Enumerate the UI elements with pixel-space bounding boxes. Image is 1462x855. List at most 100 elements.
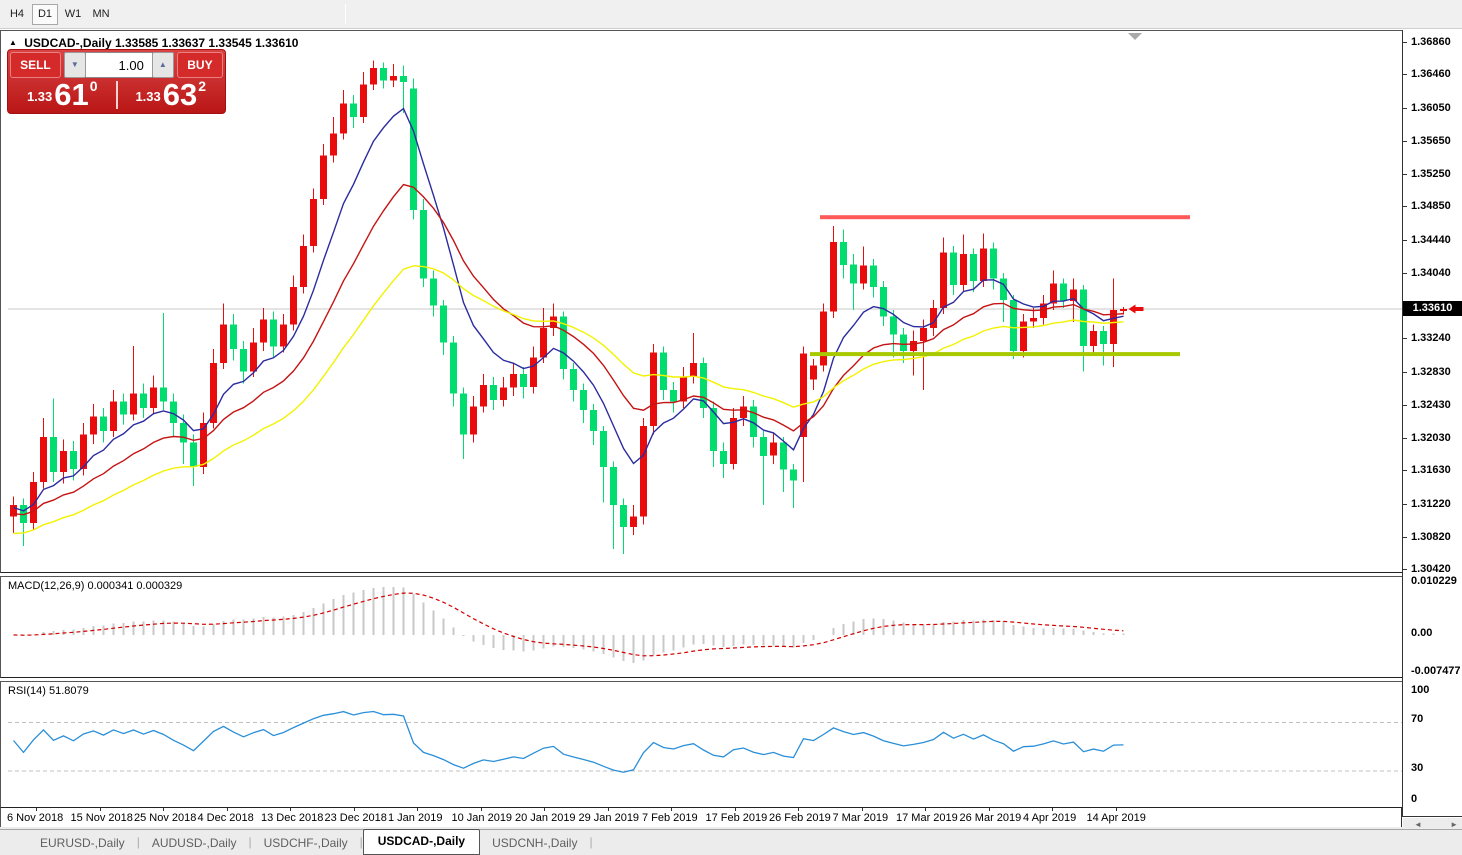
date-label: 23 Dec 2018 bbox=[324, 812, 387, 824]
macd-axis-label: -0.007477 bbox=[1411, 665, 1461, 677]
price-axis-tick bbox=[1403, 140, 1407, 142]
macd-panel[interactable]: MACD(12,26,9) 0.000341 0.000329 bbox=[0, 576, 1402, 678]
date-tick bbox=[607, 808, 609, 811]
symbol-tab-eurusddaily[interactable]: EURUSD-,Daily bbox=[40, 836, 125, 850]
main-chart-panel[interactable]: ▲ USDCAD-,Daily 1.33585 1.33637 1.33545 … bbox=[0, 30, 1403, 573]
sell-price-prefix: 1.33 bbox=[26, 89, 53, 104]
date-tick bbox=[734, 808, 736, 811]
price-axis-label: 1.30820 bbox=[1411, 530, 1451, 543]
rsi-axis-label: 30 bbox=[1411, 762, 1424, 774]
symbol-tab-audusddaily[interactable]: AUDUSD-,Daily bbox=[151, 836, 237, 850]
volume-decrease-button[interactable]: ▼ bbox=[63, 52, 86, 78]
rsi-axis-label: 0 bbox=[1411, 793, 1418, 805]
date-label: 6 Nov 2018 bbox=[7, 812, 64, 824]
rsi-label: RSI(14) 51.8079 bbox=[8, 685, 89, 697]
price-axis-label: 1.35650 bbox=[1411, 134, 1451, 147]
rsi-panel[interactable]: RSI(14) 51.8079 bbox=[0, 681, 1403, 808]
date-tick bbox=[861, 808, 863, 811]
timeframe-button-H4[interactable]: H4 bbox=[4, 4, 30, 25]
symbol-tab-usdchfdaily[interactable]: USDCHF-,Daily bbox=[263, 836, 348, 850]
date-label: 26 Feb 2019 bbox=[769, 812, 831, 824]
date-tick bbox=[290, 808, 291, 811]
date-label: 4 Dec 2018 bbox=[197, 812, 254, 824]
date-tick bbox=[163, 808, 164, 811]
collapse-arrow-icon[interactable]: ▲ bbox=[9, 38, 17, 47]
date-tick bbox=[353, 808, 355, 811]
tab-separator: | bbox=[589, 835, 593, 849]
chart-title: ▲ USDCAD-,Daily 1.33585 1.33637 1.33545 … bbox=[9, 36, 298, 50]
price-axis-tick bbox=[1403, 470, 1407, 472]
date-label: 14 Apr 2019 bbox=[1086, 812, 1146, 824]
timeframe-button-MN[interactable]: MN bbox=[88, 4, 114, 25]
price-divider bbox=[115, 81, 118, 109]
date-tick bbox=[1052, 808, 1053, 811]
volume-input[interactable] bbox=[85, 52, 152, 78]
buy-button[interactable]: BUY bbox=[176, 52, 223, 78]
date-tick bbox=[988, 808, 990, 811]
tab-separator: | bbox=[248, 835, 252, 849]
price-axis-label: 1.36460 bbox=[1411, 68, 1451, 81]
date-label: 7 Mar 2019 bbox=[832, 812, 889, 824]
timeframe-button-D1[interactable]: D1 bbox=[32, 4, 58, 25]
price-axis-label: 1.34040 bbox=[1411, 266, 1451, 279]
date-label: 26 Mar 2019 bbox=[959, 812, 1022, 824]
price-axis-tick bbox=[1403, 338, 1407, 340]
date-tick bbox=[36, 808, 37, 811]
current-price-label: 1.33610 bbox=[1403, 301, 1462, 316]
buy-price-display[interactable]: 1.33 63 2 bbox=[119, 78, 224, 111]
date-tick bbox=[99, 808, 101, 811]
date-tick bbox=[480, 808, 482, 811]
one-click-trade-panel: SELL ▼ ▲ BUY 1.33 61 0 1.33 63 2 bbox=[7, 49, 226, 114]
date-label: 17 Feb 2019 bbox=[705, 812, 768, 824]
price-axis-tick bbox=[1403, 108, 1407, 109]
rsi-axis-label: 100 bbox=[1411, 684, 1430, 696]
date-axis[interactable]: 6 Nov 2018 15 Nov 2018 25 Nov 2018 4 Dec 20… bbox=[0, 808, 1402, 827]
toolbar-separator bbox=[345, 4, 346, 24]
buy-price-sup: 2 bbox=[198, 78, 207, 94]
date-label: 13 Dec 2018 bbox=[261, 812, 324, 824]
chart-canvas[interactable] bbox=[8, 32, 1403, 573]
scroll-right-icon[interactable]: ► bbox=[1450, 820, 1458, 829]
date-label: 1 Jan 2019 bbox=[388, 812, 443, 824]
tab-separator: | bbox=[359, 835, 363, 849]
symbol-tab-bar: EURUSD-,Daily | AUDUSD-,Daily | USDCHF-,Dail… bbox=[0, 829, 1462, 855]
price-axis-label: 1.36860 bbox=[1411, 35, 1451, 48]
date-tick bbox=[226, 808, 228, 811]
macd-axis-label: 0.00 bbox=[1411, 627, 1433, 639]
symbol-tab-usdcaddaily[interactable]: USDCAD-,Daily bbox=[362, 829, 481, 855]
chart-ohlc-values: 1.33585 1.33637 1.33545 1.33610 bbox=[114, 36, 299, 50]
symbol-tab-usdcnhdaily[interactable]: USDCNH-,Daily bbox=[492, 836, 578, 850]
sell-price-big: 61 bbox=[54, 77, 89, 112]
volume-increase-button[interactable]: ▲ bbox=[151, 52, 174, 78]
date-tick bbox=[671, 808, 672, 811]
price-axis-label: 1.35250 bbox=[1411, 167, 1451, 180]
date-label: 7 Feb 2019 bbox=[642, 812, 698, 824]
scroll-to-end-icon[interactable] bbox=[1128, 33, 1142, 40]
rsi-axis-label: 70 bbox=[1411, 713, 1424, 725]
price-axis-tick bbox=[1403, 569, 1407, 571]
sell-price-display[interactable]: 1.33 61 0 bbox=[10, 77, 115, 112]
rsi-canvas bbox=[8, 710, 1403, 773]
price-axis-tick bbox=[1403, 239, 1407, 241]
scroll-left-icon[interactable]: ◄ bbox=[1414, 820, 1422, 829]
date-tick bbox=[1115, 808, 1117, 811]
date-tick bbox=[925, 808, 926, 811]
price-axis-label: 1.36050 bbox=[1411, 102, 1451, 114]
macd-label: MACD(12,26,9) 0.000341 0.000329 bbox=[8, 580, 183, 592]
macd-axis-label: 0.010229 bbox=[1411, 575, 1457, 587]
price-axis-label: 1.31220 bbox=[1411, 497, 1451, 510]
price-axis-tick bbox=[1403, 74, 1407, 76]
horizontal-scrollbar: ◄ ► bbox=[1414, 819, 1458, 830]
date-label: 29 Jan 2019 bbox=[578, 812, 640, 824]
price-axis-tick bbox=[1403, 41, 1407, 43]
tab-separator: | bbox=[136, 835, 140, 849]
price-axis-label: 1.34440 bbox=[1411, 233, 1451, 246]
date-label: 10 Jan 2019 bbox=[451, 812, 513, 824]
scroll-corner bbox=[1403, 818, 1462, 827]
sell-button[interactable]: SELL bbox=[10, 52, 61, 78]
timeframe-button-W1[interactable]: W1 bbox=[60, 4, 86, 25]
price-axis-label: 1.32830 bbox=[1411, 365, 1451, 378]
price-axis[interactable]: 1.36860 1.36460 1.36050 1.35650 1.35250 1.348… bbox=[1402, 30, 1462, 817]
date-label: 20 Jan 2019 bbox=[515, 812, 576, 824]
price-axis-tick bbox=[1403, 272, 1407, 274]
